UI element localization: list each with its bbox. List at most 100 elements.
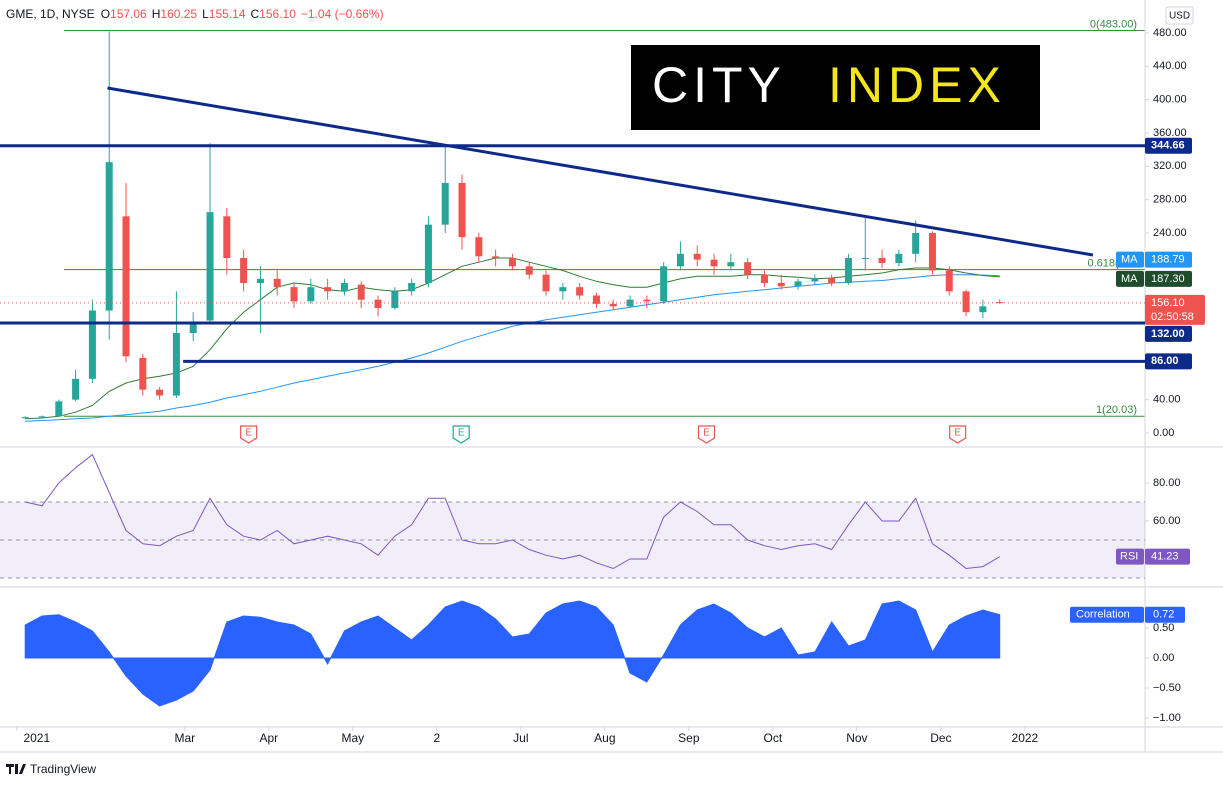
candle-body [962, 291, 970, 313]
y-tick-label: 400.00 [1153, 94, 1187, 106]
candle-body [189, 323, 197, 333]
candle-body [273, 278, 281, 288]
y-tick-label: 360.00 [1153, 127, 1187, 139]
ohlc-key: O [101, 7, 110, 21]
candle-body [492, 256, 500, 258]
y-tick-label: 240.00 [1153, 227, 1187, 239]
candle-body [878, 258, 886, 263]
candle-body [945, 270, 953, 292]
correlation-value-box [1145, 606, 1185, 623]
ma-value-box [1145, 270, 1192, 287]
x-tick-label: Jul [513, 731, 528, 745]
candle-body [21, 417, 29, 419]
candle-body [744, 262, 752, 275]
candle-body [912, 233, 920, 254]
candle-body [777, 283, 785, 287]
change: −1.04 (−0.66%) [301, 7, 384, 21]
candle-body [626, 299, 634, 307]
x-tick-label: May [341, 731, 364, 745]
y-tick-label: −1.00 [1153, 712, 1181, 724]
candle-body [828, 278, 836, 283]
ohlc-key: C [251, 7, 260, 21]
fib-label: 1(20.03) [1096, 404, 1137, 416]
candle-body [72, 378, 80, 400]
level-label: 344.66 [1151, 140, 1185, 152]
earnings-marker [452, 425, 470, 444]
candle-body [55, 401, 63, 417]
candle-body [794, 281, 802, 287]
earnings-marker [240, 425, 258, 444]
candle-body [458, 183, 466, 238]
x-tick-label: Sep [678, 731, 700, 745]
currency[interactable]: USD [1169, 11, 1190, 22]
candle-body [38, 416, 46, 418]
symbol: GME, 1D, NYSE [6, 7, 95, 21]
candle-body [693, 253, 701, 260]
candle-body [290, 287, 298, 302]
rsi-line [25, 453, 1000, 570]
rsi-value: 41.23 [1151, 551, 1179, 563]
level-label-box [1145, 325, 1192, 342]
candle-body [660, 266, 668, 302]
correlation-name: Correlation [1076, 609, 1130, 621]
candle-body [139, 358, 147, 390]
ohlc-value: 157.06 [110, 7, 147, 21]
legend-header: GME, 1D, NYSE O157.06 H160.25 L155.14 C156.1… [6, 7, 384, 21]
level-label: 86.00 [1151, 355, 1179, 367]
candle-body [508, 258, 516, 267]
candle-body [408, 283, 416, 292]
candle-body [374, 299, 382, 308]
y-tick-label: 0.00 [1153, 427, 1174, 439]
correlation-name-box [1070, 606, 1144, 623]
earnings-label: E [245, 428, 252, 439]
ma-name-box [1116, 251, 1144, 268]
candle-body [424, 224, 432, 283]
candle-body [609, 303, 617, 307]
candle-body [441, 183, 449, 225]
candle-body [122, 216, 130, 357]
ma-name: MA [1121, 273, 1138, 285]
candle-body [592, 295, 600, 304]
candle-body [88, 310, 96, 379]
candle-body [340, 283, 348, 292]
x-tick-label: Nov [846, 731, 867, 745]
level-label: 132.00 [1151, 328, 1185, 340]
ma-value: 187.30 [1151, 273, 1185, 285]
candle-body [240, 258, 248, 283]
candle-body [324, 287, 332, 292]
candle-body [895, 253, 903, 263]
ma-value: 188.79 [1151, 254, 1185, 266]
currency-button[interactable] [1165, 6, 1194, 25]
earnings-label: E [703, 428, 710, 439]
x-tick-label: Oct [764, 731, 783, 745]
x-tick-label: Apr [259, 731, 278, 745]
ma-name-box [1116, 270, 1144, 287]
y-tick-label: −0.50 [1153, 682, 1181, 694]
tradingview-logo [6, 764, 26, 774]
candle-body [206, 212, 214, 321]
rsi-name-box [1116, 548, 1144, 565]
y-tick-label: 280.00 [1153, 194, 1187, 206]
candle-body [861, 258, 869, 259]
ohlc-key: L [202, 7, 209, 21]
earnings-label: E [458, 428, 465, 439]
candle-body [710, 259, 718, 267]
x-tick-label: 2 [433, 731, 440, 745]
candle-body [475, 237, 483, 257]
y-tick-label: 80.00 [1153, 477, 1181, 489]
candle-body [223, 216, 231, 258]
x-tick-label: 2022 [1012, 731, 1039, 745]
candle-body [643, 299, 651, 302]
level-label-box [1145, 137, 1192, 154]
candle-body [525, 266, 533, 275]
candle-body [576, 287, 584, 296]
candle-body [357, 284, 365, 300]
fib-label: 0(483.00) [1090, 18, 1137, 30]
ohlc-key: H [152, 7, 161, 21]
candle-body [996, 302, 1004, 304]
candle-body [256, 278, 264, 283]
y-tick-label: 60.00 [1153, 515, 1181, 527]
ohlc-value: 156.10 [259, 7, 296, 21]
